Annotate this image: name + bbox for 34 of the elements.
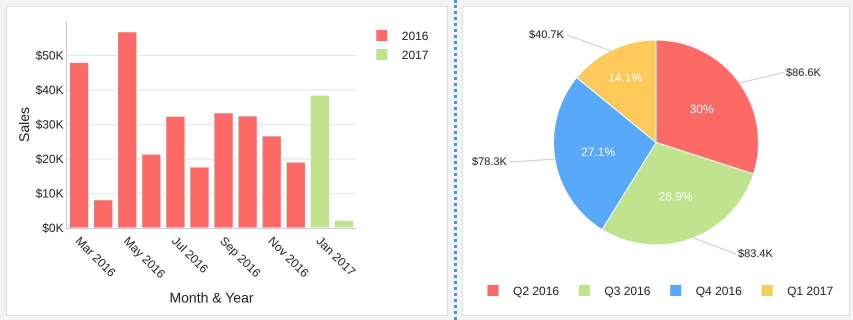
bar [165, 116, 186, 228]
text: 27.1% [581, 145, 616, 160]
legend-label: Q3 2016 [604, 284, 651, 298]
bar [262, 135, 282, 228]
bar [117, 31, 138, 228]
bar [213, 112, 234, 228]
bar [237, 115, 258, 228]
data-label: $40.7K [529, 29, 565, 41]
y-tick-label: $20K [36, 152, 64, 166]
data-label: $83.4K [738, 248, 774, 260]
data-label: $78.3K [472, 156, 508, 168]
bar [310, 94, 330, 228]
x-axis-title: Month & Year [169, 290, 254, 306]
y-tick-label: $10K [36, 186, 64, 201]
legend-label: Q2 2016 [513, 284, 560, 298]
bar [286, 162, 306, 228]
y-axis-title: Sales [16, 106, 32, 142]
bar [68, 62, 90, 228]
legend-label: 2016 [402, 29, 429, 44]
bar [189, 166, 210, 228]
y-tick-label: $40K [36, 83, 64, 98]
y-tick-label: $30K [36, 118, 64, 132]
text: 14.1% [608, 70, 642, 85]
legend-label: Q4 2016 [696, 284, 742, 298]
legend-label: 2017 [402, 48, 429, 62]
y-tick-label: $0K [42, 221, 64, 236]
bar [141, 154, 162, 228]
text: 28.9% [658, 189, 693, 204]
data-label: $86.6K [786, 67, 822, 79]
bar [334, 220, 354, 228]
y-tick-label: $50K [36, 48, 64, 63]
text: 30% [690, 102, 714, 116]
bar [92, 199, 114, 228]
legend-label: Q1 2017 [787, 284, 834, 298]
